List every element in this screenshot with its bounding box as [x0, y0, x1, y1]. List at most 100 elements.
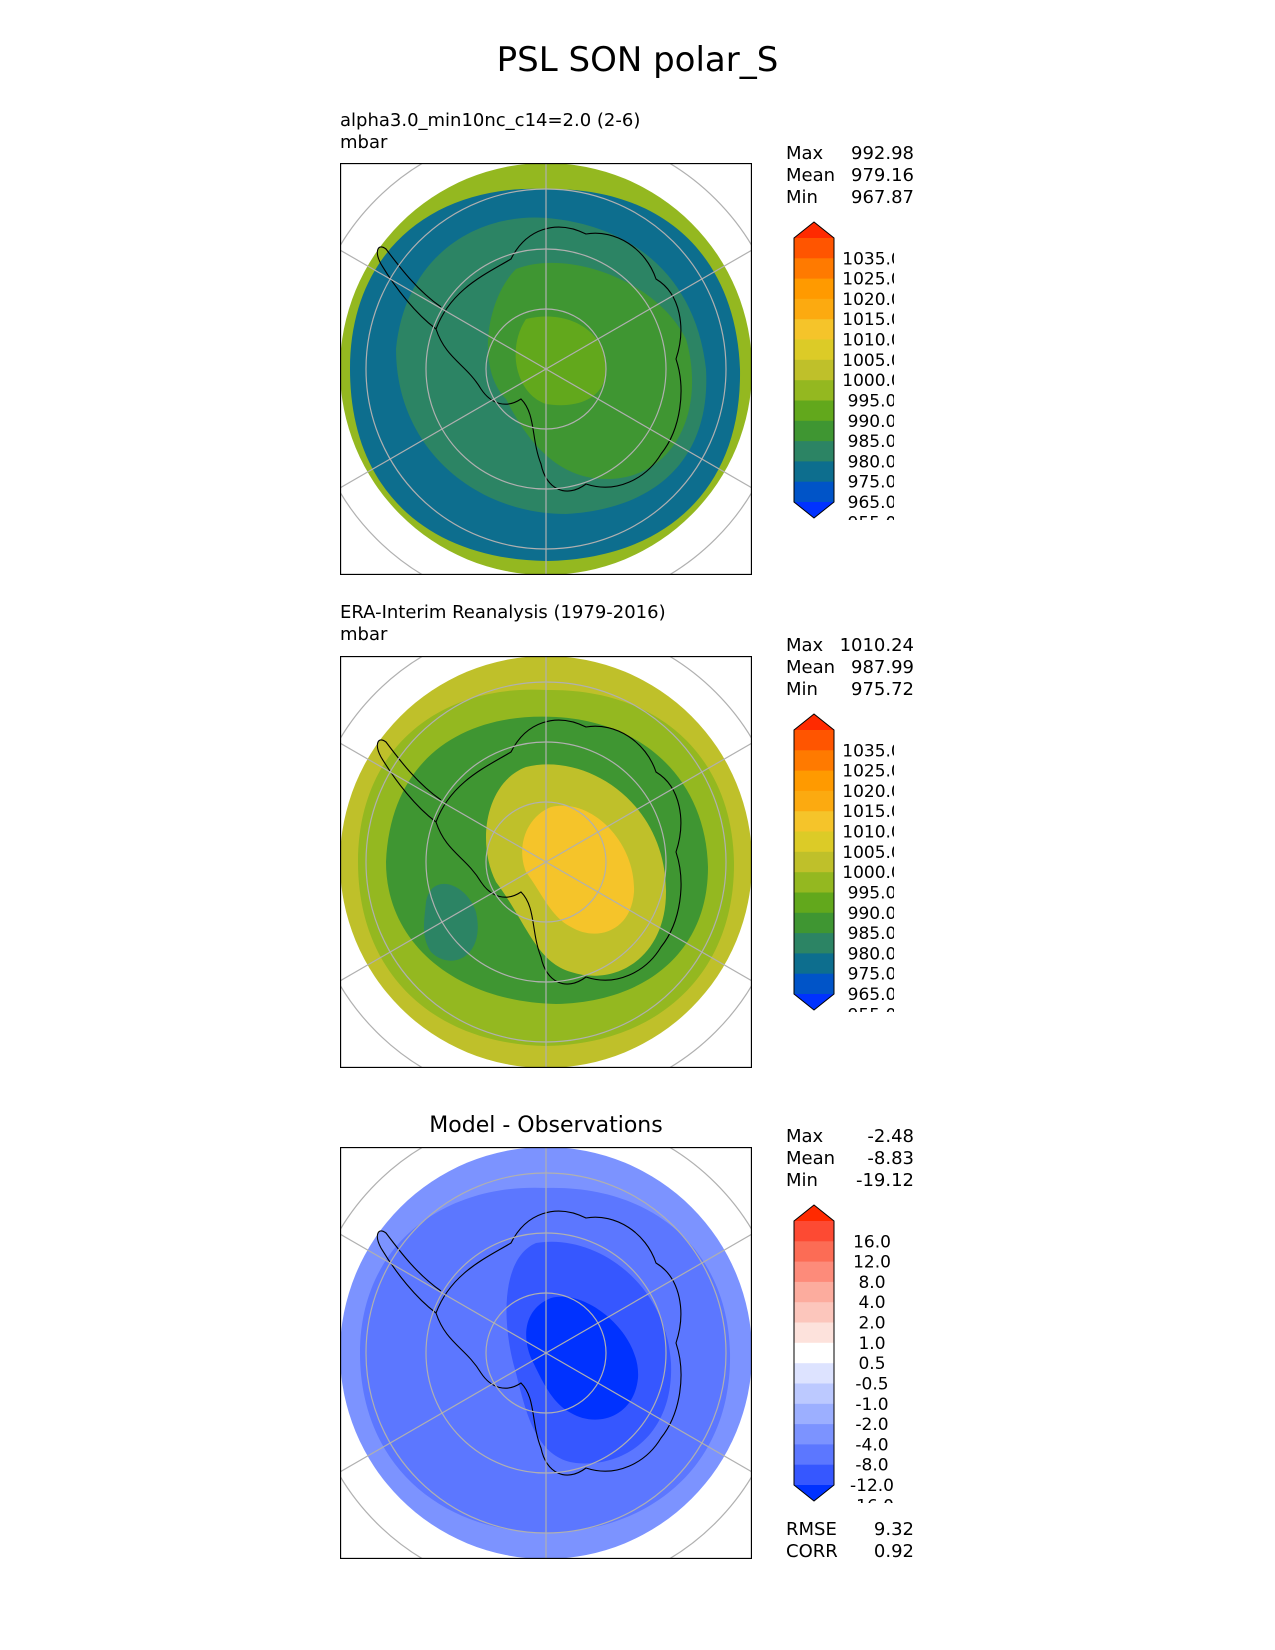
stat-mean: Mean -8.83: [786, 1148, 914, 1170]
colorbar-tick-label: 2.0: [858, 1314, 885, 1334]
colorbar-swatch: [794, 238, 834, 259]
colorbar-swatch: [794, 1383, 834, 1405]
colorbar-swatch: [794, 420, 834, 442]
colorbar-swatch: [794, 1241, 834, 1263]
stat-max: Max 1010.24: [786, 635, 914, 657]
obs-stats: Max 1010.24 Mean 987.99 Min 975.72: [786, 635, 914, 701]
obs-colorbar: 1035.01025.01020.01015.01010.01005.01000…: [793, 713, 894, 1012]
colorbar-extend-bottom: [794, 994, 834, 1010]
model-stats: Max 992.98 Mean 979.16 Min 967.87: [786, 143, 914, 209]
colorbar-swatch: [794, 278, 834, 300]
colorbar-tick-label: 1025.0: [842, 270, 894, 290]
map-frame: [340, 163, 752, 575]
colorbar-tick-label: 990.0: [848, 904, 894, 924]
colorbar-swatch: [794, 770, 834, 792]
model-polar-map: [340, 163, 752, 575]
map-field: [340, 1147, 752, 1559]
colorbar-swatch: [794, 481, 834, 503]
antarctic-peninsula-coast: [376, 1230, 442, 1314]
stat-value: 992.98: [851, 143, 914, 164]
stat-label: Min: [786, 1170, 818, 1191]
colorbar-swatch: [794, 1261, 834, 1283]
diff-colorbar: 16.012.08.04.02.01.00.5-0.5-1.0-2.0-4.0-…: [793, 1204, 894, 1503]
map-field: [340, 656, 752, 1068]
colorbar-swatch: [794, 1464, 834, 1486]
colorbar-tick-label: 1020.0: [842, 782, 894, 802]
stat-value: 979.16: [851, 165, 914, 186]
graticule-meridian: [340, 861, 547, 982]
obs-panel-title: ERA-Interim Reanalysis (1979-2016) mbar: [340, 602, 666, 646]
metric-value: 9.32: [873, 1519, 914, 1540]
colorbar-tick-label: 1005.0: [842, 351, 894, 371]
metric-value: 0.92: [873, 1541, 914, 1562]
colorbar-extend-top: [794, 714, 834, 730]
stat-label: Mean: [786, 657, 836, 678]
obs-units: mbar: [340, 624, 388, 645]
diff-stats: Max -2.48 Mean -8.83 Min -19.12: [786, 1126, 914, 1192]
antarctic-peninsula-coast: [376, 739, 442, 823]
colorbar-extend-bottom: [794, 502, 834, 518]
metric-label: RMSE: [786, 1519, 837, 1540]
colorbar-swatch: [794, 1363, 834, 1384]
colorbar-swatch: [794, 380, 834, 401]
stat-value: 967.87: [851, 187, 914, 208]
colorbar-swatch: [794, 1221, 834, 1242]
field-region-plateau-core: [522, 805, 635, 934]
colorbar-tick-label: 1005.0: [842, 843, 894, 863]
colorbar-tick-label: 980.0: [848, 452, 894, 472]
stat-max: Max 992.98: [786, 143, 914, 165]
colorbar-swatch: [794, 339, 834, 361]
graticule-meridian: [545, 249, 752, 370]
colorbar-swatch: [794, 750, 834, 772]
diff-polar-map: [340, 1147, 752, 1559]
colorbar-tick-label: -12.0: [850, 1476, 894, 1496]
colorbar-tick-label: 985.0: [848, 924, 894, 944]
stat-min: Min 967.87: [786, 187, 914, 209]
colorbar-extend-top: [794, 222, 834, 238]
colorbar-tick-label: 975.0: [848, 965, 894, 985]
graticule-meridian: [340, 249, 547, 370]
stat-value: -2.48: [867, 1126, 914, 1147]
metric-label: CORR: [786, 1541, 838, 1562]
colorbar-swatch: [794, 831, 834, 853]
colorbar-extend-bottom: [794, 1485, 834, 1501]
colorbar-swatch: [794, 1281, 834, 1303]
colorbar-tick-label: -2.0: [855, 1415, 888, 1435]
colorbar-tick-label: 990.0: [848, 412, 894, 432]
stat-label: Min: [786, 679, 818, 700]
stat-label: Max: [786, 143, 824, 164]
colorbar-swatch: [794, 1342, 834, 1364]
stat-value: 1010.24: [839, 635, 914, 656]
graticule-meridian: [340, 1352, 547, 1473]
colorbar-tick-label: 1015.0: [842, 802, 894, 822]
colorbar-outline: [793, 221, 835, 519]
colorbar-swatch: [794, 790, 834, 812]
colorbar-tick-label: 1015.0: [842, 310, 894, 330]
metric-rmse: RMSE 9.32: [786, 1519, 914, 1541]
colorbar-swatch: [794, 872, 834, 893]
antarctic-peninsula-coast: [376, 246, 442, 330]
colorbar-swatch: [794, 319, 834, 340]
colorbar-tick-label: 1035.0: [842, 249, 894, 269]
graticule-meridian: [340, 1233, 547, 1354]
graticule-meridian: [545, 1352, 752, 1473]
graticule-meridian: [545, 1233, 752, 1354]
colorbar-outline: [793, 713, 835, 1011]
map-frame: [340, 1147, 752, 1559]
stat-mean: Mean 987.99: [786, 657, 914, 679]
metric-corr: CORR 0.92: [786, 1541, 914, 1563]
stat-value: 975.72: [851, 679, 914, 700]
colorbar-extend-top: [794, 1205, 834, 1221]
colorbar-tick-label: 980.0: [848, 944, 894, 964]
stat-label: Mean: [786, 165, 836, 186]
stat-min: Min -19.12: [786, 1170, 914, 1192]
stat-label: Max: [786, 635, 824, 656]
colorbar-swatch: [794, 953, 834, 975]
colorbar-tick-label: 1020.0: [842, 290, 894, 310]
model-title: alpha3.0_min10nc_c14=2.0 (2-6): [340, 110, 641, 131]
colorbar-tick-label: 4.0: [858, 1293, 885, 1313]
stat-label: Max: [786, 1126, 824, 1147]
colorbar-tick-label: 1000.0: [842, 371, 894, 391]
colorbar-tick-label: 975.0: [848, 473, 894, 493]
graticule-meridian: [545, 742, 752, 863]
